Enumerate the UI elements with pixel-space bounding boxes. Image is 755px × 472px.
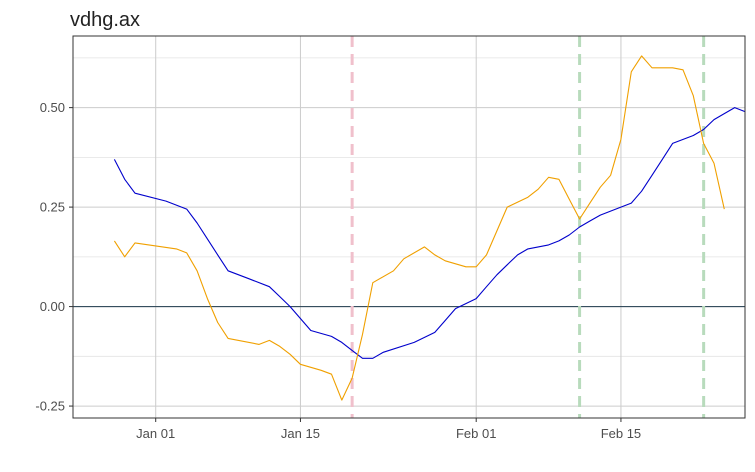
chart-title: vdhg.ax (70, 9, 141, 31)
plot-frame (72, 35, 746, 419)
plot-border (72, 35, 746, 419)
reference-lines (350, 36, 706, 418)
x-axis-ticks: Jan 01 Jan 15 Feb 01 Feb 15 (136, 418, 641, 441)
x-tick-label: Jan 01 (136, 426, 175, 441)
y-axis-ticks: -0.25 0.00 0.25 0.50 (35, 100, 73, 414)
series-line-1 (113, 107, 746, 359)
y-tick-label: 0.50 (40, 100, 65, 115)
series-line-2 (113, 55, 725, 401)
x-tick-label: Feb 01 (456, 426, 496, 441)
y-tick-label: -0.25 (35, 399, 65, 414)
series-lines (113, 55, 746, 401)
x-tick-label: Feb 15 (601, 426, 641, 441)
grid-lines (73, 36, 745, 418)
y-tick-label: 0.00 (40, 299, 65, 314)
x-tick-label: Jan 15 (281, 426, 320, 441)
y-tick-label: 0.25 (40, 200, 65, 215)
